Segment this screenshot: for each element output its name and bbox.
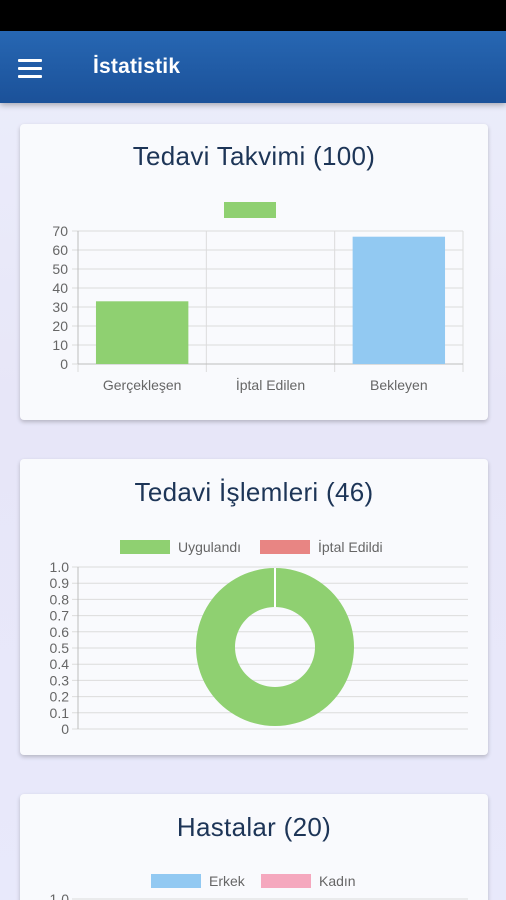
legend-label: Erkek — [209, 873, 246, 889]
y-tick-label: 0.8 — [50, 591, 70, 607]
legend-swatch — [120, 540, 170, 554]
card-title: Hastalar (20) — [176, 812, 332, 842]
y-tick-label: 0.3 — [50, 672, 70, 688]
page-title: İstatistik — [93, 55, 181, 78]
y-tick-label: 0.4 — [50, 656, 70, 672]
y-tick-label: 30 — [52, 299, 68, 315]
legend-swatch — [224, 202, 276, 218]
legend-label: Uygulandı — [178, 539, 241, 555]
doughnut-slice — [195, 568, 354, 726]
card-title: Tedavi Takvimi (100) — [132, 141, 376, 171]
y-tick-label: 0 — [61, 721, 69, 737]
card-tedavi-takvimi: Tedavi Takvimi (100) 0 10 20 30 40 50 60 70 Gerç… — [20, 124, 488, 420]
x-tick-label: Bekleyen — [370, 377, 428, 393]
y-tick-label: 0 — [60, 356, 68, 372]
y-tick-label: 1.0 — [50, 891, 70, 900]
card-tedavi-islemleri: Tedavi İşlemleri (46) Uygulandı İptal Edi… — [20, 459, 488, 755]
x-tick-label: İptal Edilen — [236, 376, 305, 393]
y-tick-label: 0.7 — [50, 608, 70, 624]
y-tick-label: 0.1 — [50, 705, 70, 721]
y-tick-label: 0.5 — [50, 640, 70, 656]
y-tick-label: 10 — [52, 337, 68, 353]
x-tick-label: Gerçekleşen — [103, 377, 182, 393]
doughnut-chart: Uygulandı İptal Edildi 00.10.20.30.40.50.6… — [50, 538, 468, 737]
legend-label: Kadın — [319, 873, 356, 889]
legend-label: İptal Edildi — [318, 538, 383, 555]
card-hastalar: Hastalar (20) Erkek Kadın 1.0 — [20, 794, 488, 900]
card-title: Tedavi İşlemleri (46) — [134, 477, 374, 507]
patients-chart: Erkek Kadın 1.0 — [50, 873, 468, 900]
bar — [95, 301, 189, 364]
y-tick-label: 20 — [52, 318, 68, 334]
y-tick-label: 0.9 — [50, 575, 70, 591]
app-bar: İstatistik — [0, 31, 506, 103]
legend-swatch — [151, 874, 201, 888]
legend-swatch — [261, 874, 311, 888]
y-tick-label: 50 — [52, 261, 68, 277]
y-tick-label: 40 — [52, 280, 68, 296]
status-bar — [0, 0, 506, 31]
hamburger-menu-icon[interactable] — [18, 53, 54, 83]
y-tick-label: 60 — [52, 242, 68, 258]
y-tick-label: 0.6 — [50, 624, 70, 640]
y-tick-label: 0.2 — [50, 689, 70, 705]
y-tick-label: 1.0 — [50, 559, 70, 575]
bar — [352, 236, 446, 364]
y-tick-label: 70 — [52, 223, 68, 239]
legend-swatch — [260, 540, 310, 554]
bar-chart: 0 10 20 30 40 50 60 70 Gerçekleşen İptal Edilen Be… — [52, 202, 464, 393]
